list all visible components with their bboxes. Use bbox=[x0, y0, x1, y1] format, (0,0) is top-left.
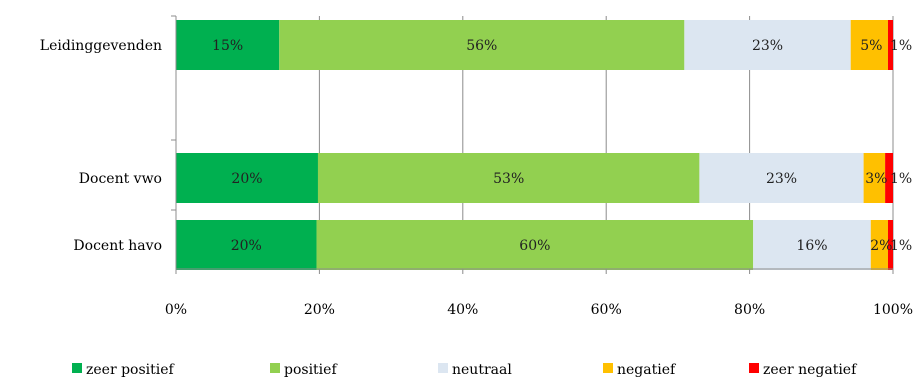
data-label: 60% bbox=[519, 238, 550, 254]
data-label: 20% bbox=[231, 171, 262, 187]
data-label: 16% bbox=[796, 238, 827, 254]
bar-segment bbox=[887, 20, 893, 70]
legend: zeer positief positief neutraal negatief zee… bbox=[72, 362, 858, 378]
x-tick-label: 60% bbox=[591, 302, 622, 318]
legend-label: neutraal bbox=[452, 362, 512, 378]
data-label: 5% bbox=[860, 38, 882, 54]
x-tick-label: 0% bbox=[165, 302, 187, 318]
bar-segment bbox=[863, 153, 886, 203]
axes bbox=[171, 15, 894, 274]
legend-swatch bbox=[72, 363, 82, 373]
data-label: 1% bbox=[890, 171, 912, 187]
data-label: 53% bbox=[493, 171, 524, 187]
category-labels: Leidinggevenden Docent vwo Docent havo bbox=[40, 38, 162, 254]
category-label: Docent vwo bbox=[79, 171, 162, 187]
bar-segment bbox=[316, 220, 754, 270]
bar-segment bbox=[176, 220, 317, 270]
bar-segment bbox=[870, 220, 888, 270]
data-label: 20% bbox=[231, 238, 262, 254]
data-label: 1% bbox=[890, 38, 912, 54]
x-tick-label: 80% bbox=[734, 302, 765, 318]
data-label: 23% bbox=[752, 38, 783, 54]
data-label: 1% bbox=[890, 238, 912, 254]
category-label: Docent havo bbox=[73, 238, 162, 254]
data-label: 3% bbox=[865, 171, 887, 187]
category-label: Leidinggevenden bbox=[40, 38, 162, 54]
data-label: 23% bbox=[766, 171, 797, 187]
x-tick-label: 100% bbox=[873, 302, 913, 318]
legend-swatch bbox=[603, 363, 613, 373]
legend-label: negatief bbox=[617, 362, 677, 378]
x-tick-label: 20% bbox=[304, 302, 335, 318]
data-label: 15% bbox=[212, 38, 243, 54]
bar-segment bbox=[850, 20, 888, 70]
bar-segment bbox=[885, 153, 893, 203]
data-label: 56% bbox=[466, 38, 497, 54]
bar-segment bbox=[684, 20, 851, 70]
legend-swatch bbox=[270, 363, 280, 373]
bar-labels: 15% 56% 23% 5% 1%20% 53% 23% 3% 1%20% 60% 16% 2%1% bbox=[212, 38, 912, 254]
bar-segment bbox=[279, 20, 685, 70]
bar-segment bbox=[699, 153, 864, 203]
legend-swatch bbox=[438, 363, 448, 373]
bar-segment bbox=[753, 220, 871, 270]
bar-segment bbox=[176, 20, 280, 70]
data-label: 2% bbox=[870, 238, 892, 254]
bar-segment bbox=[887, 220, 893, 270]
legend-label: zeer positief bbox=[86, 362, 176, 378]
legend-swatch bbox=[749, 363, 759, 373]
bars bbox=[176, 20, 893, 270]
bar-segment bbox=[176, 153, 318, 203]
x-tick-labels: 0% 20% 40% 60% 80% 100% bbox=[165, 302, 913, 318]
legend-label: positief bbox=[284, 362, 338, 378]
x-tick-label: 40% bbox=[447, 302, 478, 318]
legend-label: zeer negatief bbox=[763, 362, 858, 378]
bar-segment bbox=[317, 153, 700, 203]
